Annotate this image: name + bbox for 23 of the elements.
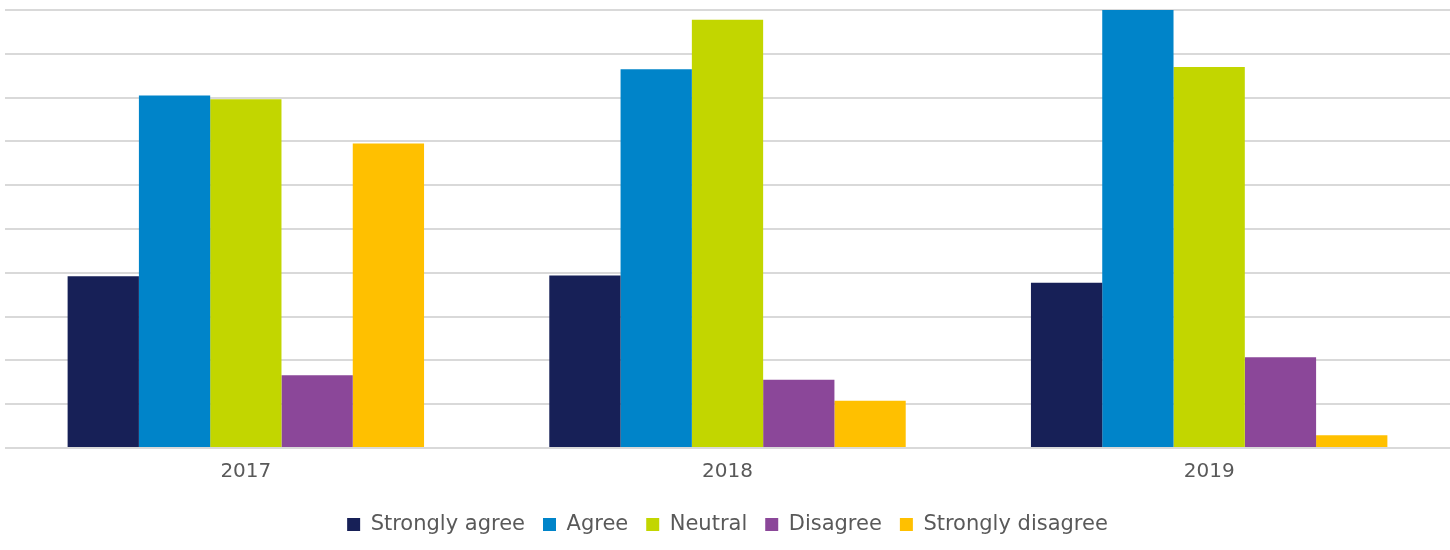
legend-label: Disagree — [788, 510, 882, 535]
legend-label: Strongly disagree — [923, 510, 1108, 535]
x-tick-label: 2019 — [1183, 458, 1235, 483]
bar — [1030, 282, 1103, 447]
x-tick-label: 2018 — [702, 458, 753, 483]
bar — [67, 276, 139, 447]
x-tick-label: 2017 — [220, 458, 272, 483]
bar — [549, 275, 621, 447]
bar — [1244, 357, 1317, 447]
legend-label: Neutral — [669, 510, 748, 535]
bar — [281, 375, 353, 447]
bar — [1102, 10, 1174, 447]
bar — [763, 379, 835, 447]
legend-label: Strongly agree — [370, 510, 526, 535]
legend-label: Agree — [566, 510, 629, 535]
bar — [1173, 66, 1245, 447]
bar — [138, 95, 211, 447]
bar — [834, 400, 906, 447]
bar — [1316, 435, 1388, 447]
bar — [352, 143, 425, 447]
bar — [620, 69, 692, 447]
bar — [210, 99, 282, 447]
bar — [691, 19, 764, 447]
